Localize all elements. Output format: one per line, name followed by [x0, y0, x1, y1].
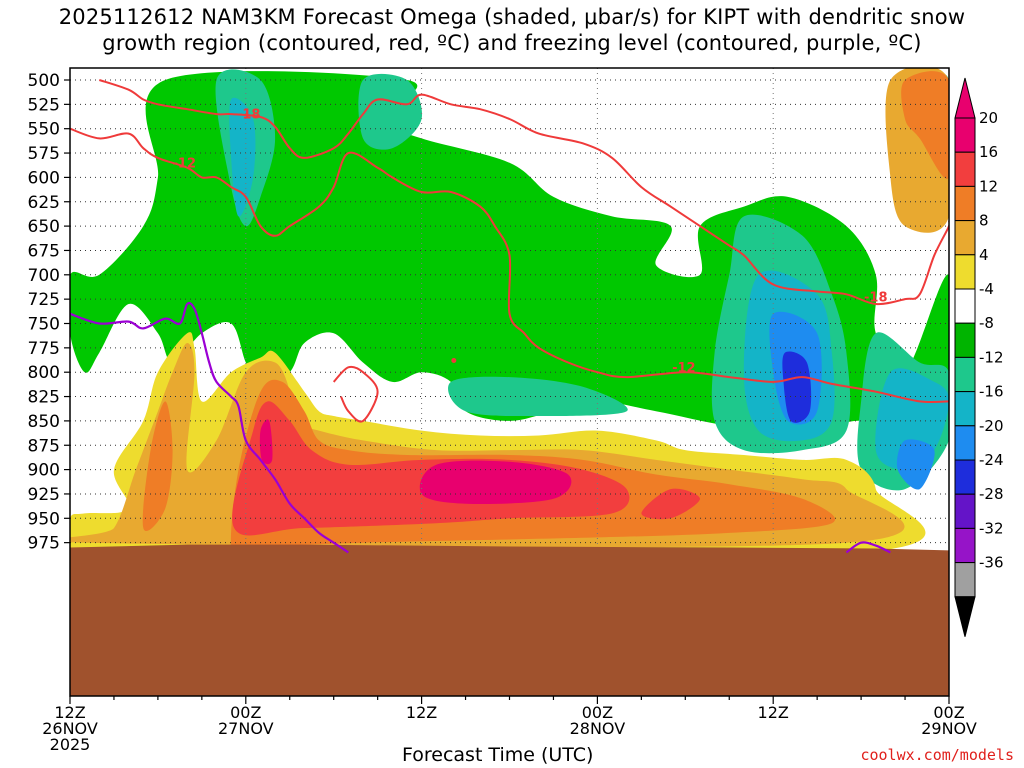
freezing-level-1 [845, 541, 891, 554]
colorbar-box-10 [954, 459, 976, 495]
credit-text: coolwx.com/models [860, 746, 1014, 764]
omega-region-12 [782, 351, 812, 423]
colorbar-top-arrow [954, 77, 976, 119]
colorbar-box-0 [954, 117, 976, 153]
colorbar-box-2 [954, 185, 976, 222]
dgz-contour-1 [70, 127, 949, 404]
colorbar: 20 16 12 8 4 -4 -8 -12 -16 -20 -24 -28 -32 -36 [954, 77, 1004, 637]
y-tick-label-800: 800 [28, 363, 60, 383]
contour-label-1: -12 [173, 156, 197, 171]
colorbar-label-5: -4 [979, 280, 994, 298]
colorbar-label-1: 16 [979, 143, 998, 161]
colorbar-label-9: -20 [979, 417, 1004, 435]
chart-title-line2: growth region (contoured, red, ºC) and f… [102, 31, 922, 55]
x-tick-label-0-0: 12Z [54, 703, 85, 722]
colorbar-box-3 [954, 220, 976, 256]
y-tick-label-550: 550 [28, 120, 60, 140]
x-tick-label-36-0: 00Z [582, 703, 613, 722]
contour-dot [451, 358, 457, 364]
colorbar-label-6: -8 [979, 314, 994, 332]
y-tick-label-775: 775 [28, 339, 60, 359]
chart-title-line1: 2025112612 NAM3KM Forecast Omega (shaded… [58, 5, 966, 29]
colorbar-bottom-arrow [954, 596, 976, 637]
y-tick-label-650: 650 [28, 217, 60, 237]
colorbar-box-5 [954, 288, 976, 324]
omega-region-11 [896, 439, 935, 490]
dgz-contour-0 [98, 79, 949, 306]
colorbar-box-11 [954, 493, 976, 529]
colorbar-box-4 [954, 254, 976, 290]
contour-label-3: -18 [864, 291, 888, 306]
colorbar-label-0: 20 [979, 109, 998, 127]
chart-title: 2025112612 NAM3KM Forecast Omega (shaded… [0, 4, 1024, 56]
y-tick-label-975: 975 [28, 534, 60, 554]
omega-region-20 [259, 419, 273, 465]
omega-region-3 [448, 376, 628, 417]
x-tick-label-0-2: 2025 [50, 735, 91, 754]
colorbar-label-12: -32 [979, 519, 1004, 537]
y-axis: 500 525 550 575 600 625 650 675 700 725 750 775 800 8… [28, 71, 70, 554]
omega-region-22 [901, 71, 949, 179]
y-tick-label-500: 500 [28, 71, 60, 91]
y-tick-label-525: 525 [28, 95, 60, 115]
omega-region-15 [142, 401, 173, 531]
dgz-contour-2 [332, 365, 379, 423]
omega-region-9 [229, 97, 256, 217]
terrain-fill [70, 544, 949, 696]
colorbar-box-12 [954, 527, 976, 564]
colorbar-label-2: 12 [979, 177, 998, 195]
x-tick-label-48-0: 12Z [758, 703, 789, 722]
y-tick-label-675: 675 [28, 241, 60, 261]
colorbar-box-9 [954, 425, 976, 461]
x-axis-label: Forecast Time (UTC) [402, 744, 594, 766]
contours: -18 -12 -12 -18 [70, 79, 949, 554]
contour-label-2: -12 [672, 361, 696, 376]
freezing-level-0 [70, 301, 349, 554]
colorbar-label-7: -12 [979, 348, 1004, 366]
colorbar-label-3: 8 [979, 212, 989, 230]
y-tick-label-825: 825 [28, 388, 60, 408]
omega-region-19 [419, 460, 572, 504]
colorbar-label-11: -28 [979, 485, 1004, 503]
x-tick-label-36-1: 28NOV [570, 719, 626, 738]
ground-terrain [70, 544, 949, 696]
y-tick-label-625: 625 [28, 193, 60, 213]
colorbar-box-13 [954, 562, 976, 598]
omega-region-2 [358, 73, 423, 150]
y-tick-label-750: 750 [28, 315, 60, 335]
colorbar-label-4: 4 [979, 246, 989, 264]
y-tick-label-925: 925 [28, 485, 60, 505]
x-tick-label-12-0: 00Z [230, 703, 261, 722]
y-tick-label-700: 700 [28, 266, 60, 286]
y-tick-label-950: 950 [28, 509, 60, 529]
omega-region-18 [641, 488, 700, 520]
colorbar-box-6 [954, 322, 976, 358]
colorbar-label-13: -36 [979, 554, 1004, 572]
y-tick-label-575: 575 [28, 144, 60, 164]
colorbar-box-1 [954, 151, 976, 187]
y-tick-label-850: 850 [28, 412, 60, 432]
colorbar-box-7 [954, 356, 976, 393]
omega-shading [70, 68, 949, 559]
x-tick-label-0-1: 26NOV [42, 719, 98, 738]
x-tick-label-60-1: 29NOV [921, 719, 977, 738]
omega-region-8 [875, 368, 949, 470]
contour-label-0: -18 [237, 108, 261, 123]
colorbar-label-8: -16 [979, 383, 1004, 401]
colorbar-box-8 [954, 391, 976, 427]
y-tick-label-725: 725 [28, 290, 60, 310]
x-tick-label-12-1: 27NOV [218, 719, 274, 738]
y-tick-label-600: 600 [28, 168, 60, 188]
x-tick-label-24-0: 12Z [406, 703, 437, 722]
y-tick-label-875: 875 [28, 436, 60, 456]
colorbar-label-10: -24 [979, 451, 1004, 469]
x-tick-label-60-0: 00Z [933, 703, 964, 722]
y-tick-label-900: 900 [28, 461, 60, 481]
